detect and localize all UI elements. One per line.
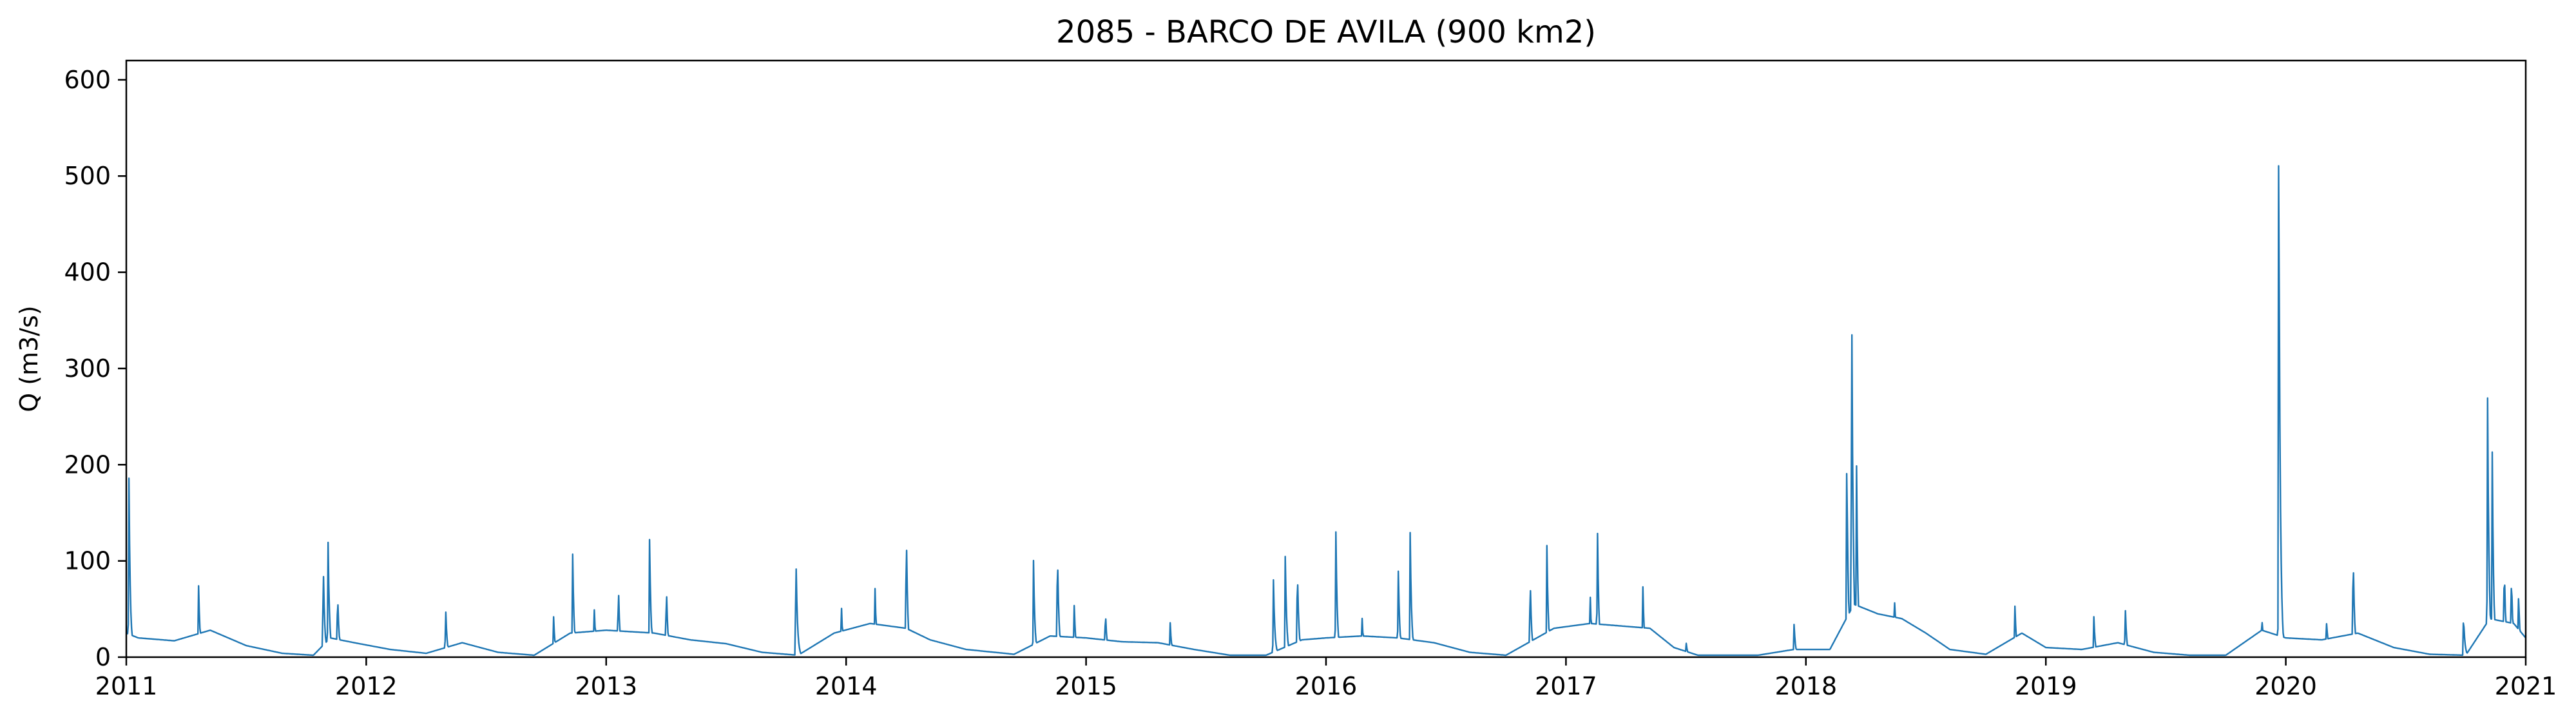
x-tick-label: 2016 [1295, 672, 1358, 700]
y-tick-label: 0 [95, 643, 111, 671]
y-tick-label: 400 [64, 258, 111, 287]
series-line-q [126, 165, 2526, 657]
x-tick-label: 2014 [815, 672, 878, 700]
chart-title: 2085 - BARCO DE AVILA (900 km2) [1056, 14, 1596, 50]
y-tick-label: 100 [64, 547, 111, 575]
x-tick-label: 2012 [335, 672, 398, 700]
x-tick-label: 2020 [2254, 672, 2317, 700]
x-tick-label: 2015 [1055, 672, 1117, 700]
plot-area [126, 165, 2526, 657]
y-tick-label: 500 [64, 162, 111, 190]
x-tick-label: 2011 [95, 672, 158, 700]
y-axis: 0 100 200 300 400 500 600 [64, 66, 126, 671]
y-tick-label: 300 [64, 354, 111, 383]
x-tick-label: 2021 [2495, 672, 2557, 700]
x-tick-label: 2018 [1774, 672, 1837, 700]
x-tick-label: 2017 [1535, 672, 1597, 700]
y-tick-label: 600 [64, 66, 111, 94]
plot-frame [125, 59, 2527, 658]
x-tick-label: 2013 [575, 672, 637, 700]
x-axis: 2011 2012 2013 2014 2015 2016 2017 2018 2019 2020… [95, 657, 2557, 700]
y-axis-label: Q (m3/s) [15, 305, 43, 412]
x-tick-label: 2019 [2015, 672, 2077, 700]
y-tick-label: 200 [64, 450, 111, 479]
